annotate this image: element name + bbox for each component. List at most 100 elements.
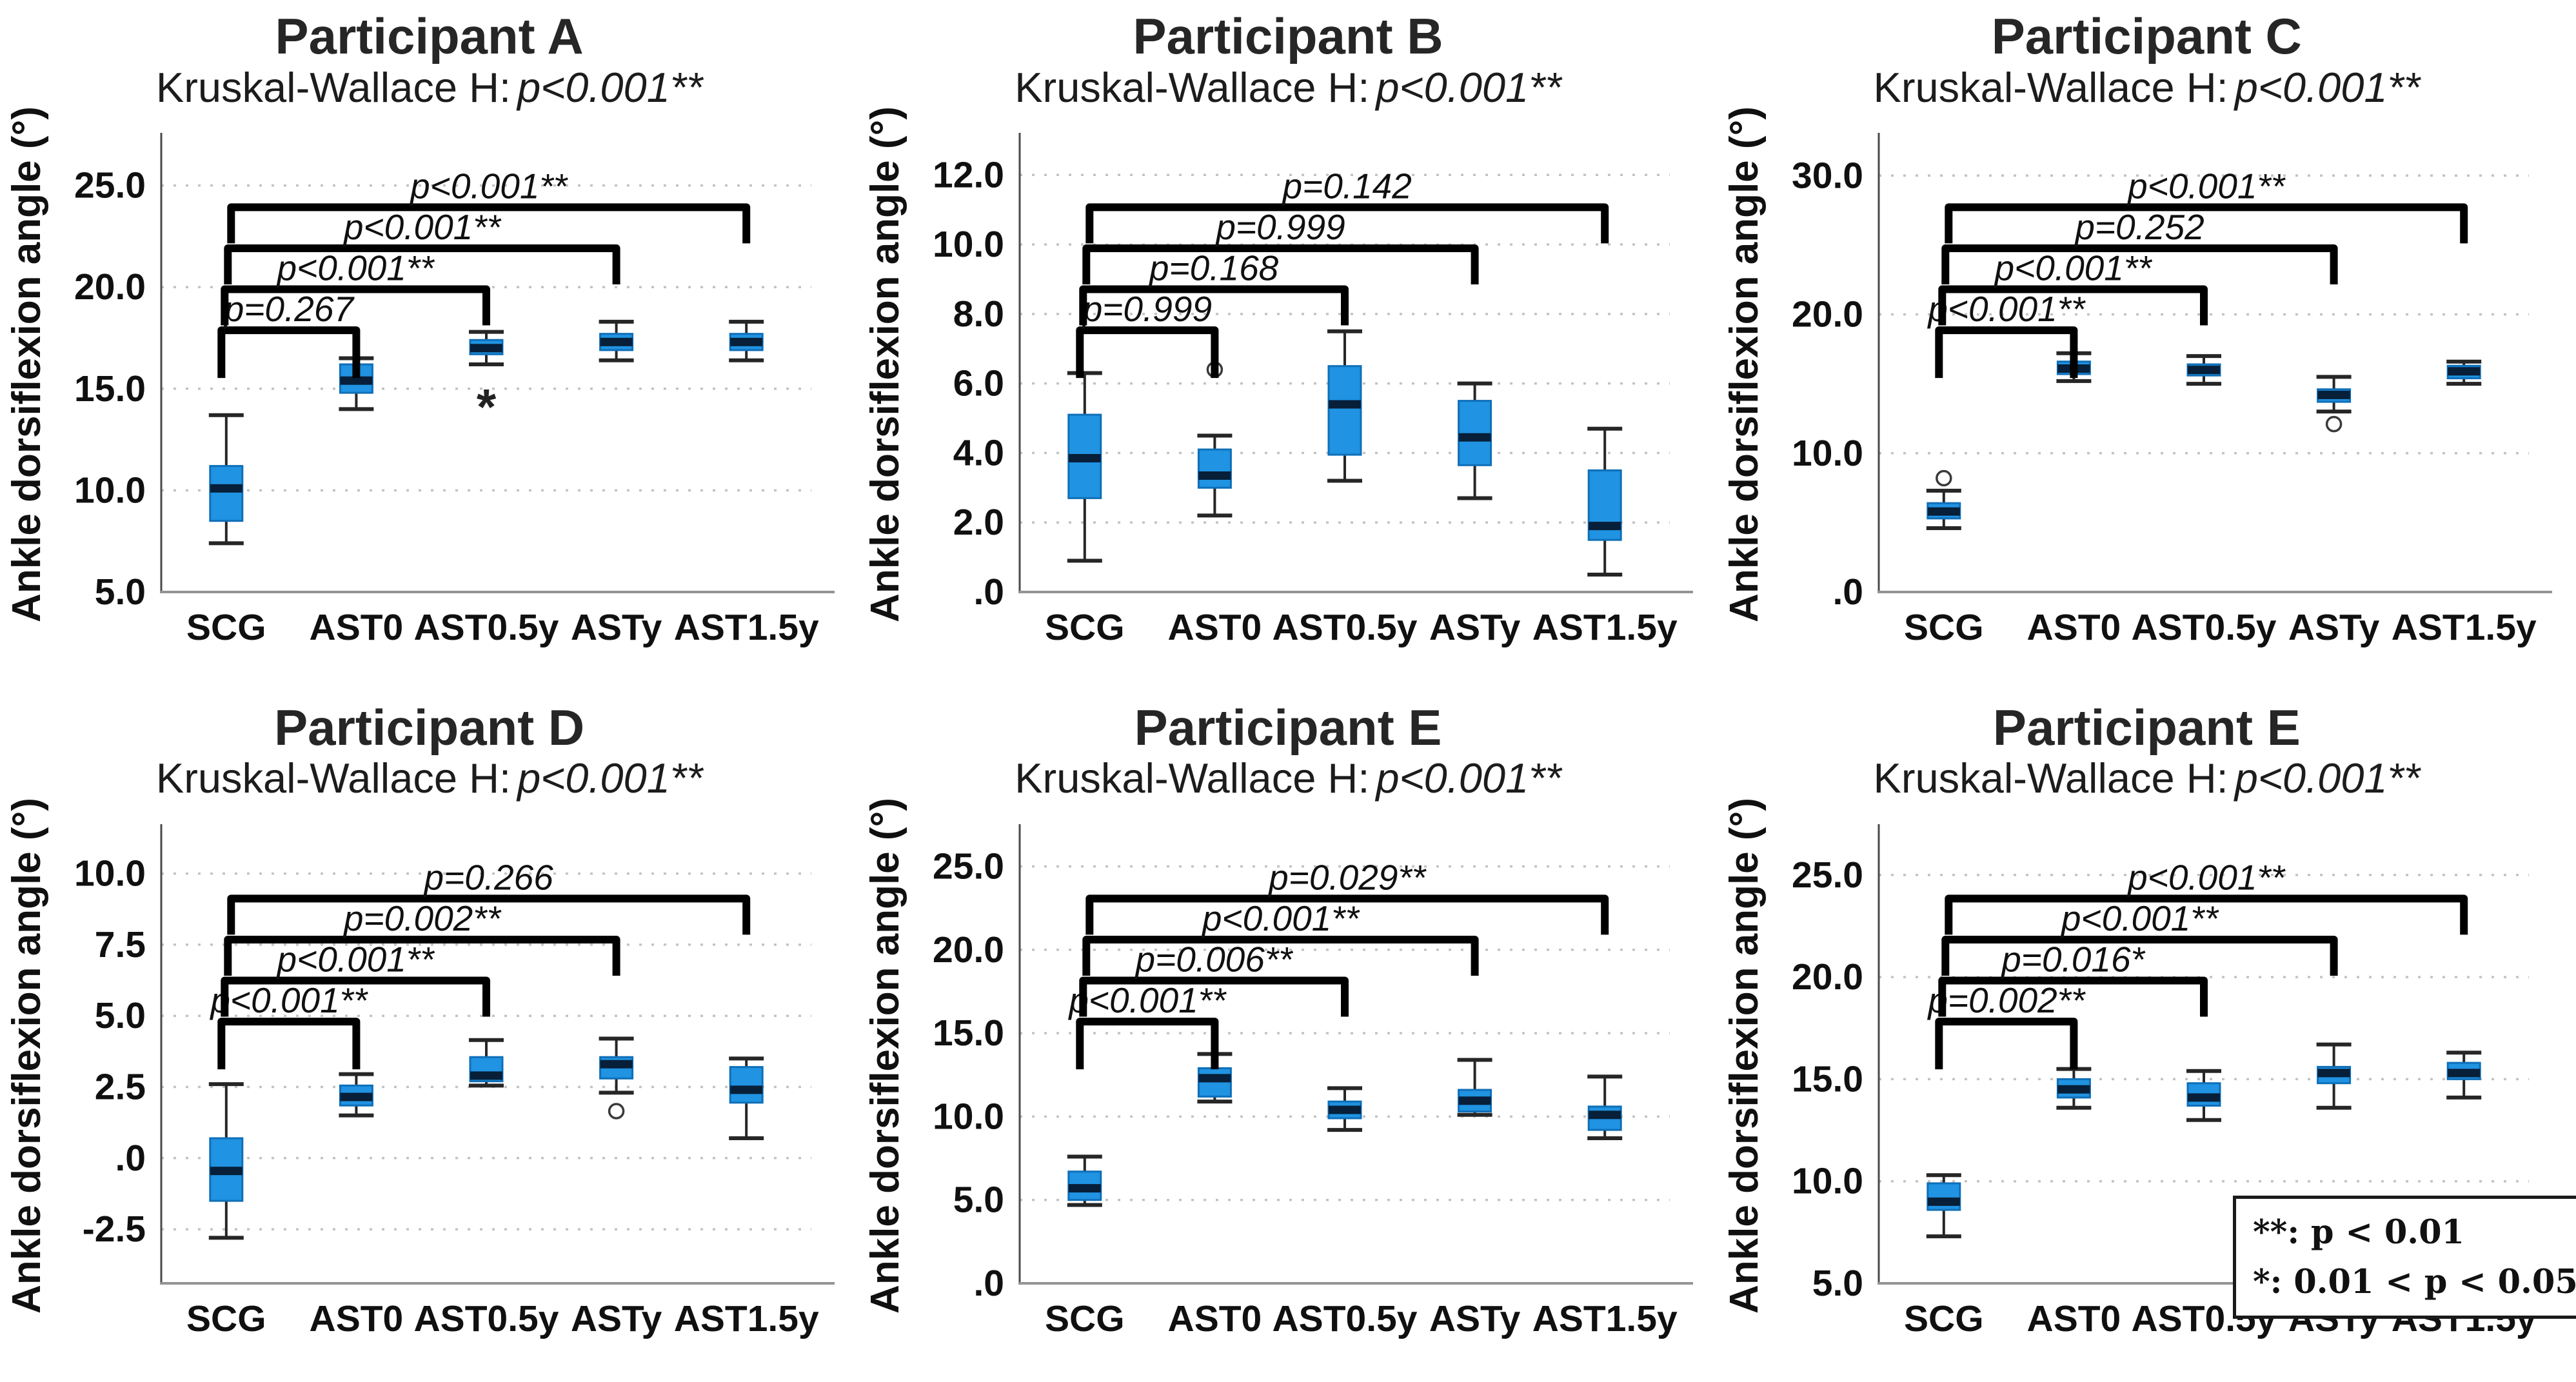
iqr-box <box>209 465 244 522</box>
median-line <box>600 1060 633 1069</box>
y-tick-label: 20.0 <box>74 266 146 308</box>
kruskal-label: Kruskal-Wallace H: <box>155 755 511 802</box>
y-axis-title: Ankle dorsiflexion angle (°) <box>863 106 907 622</box>
kruskal-label: Kruskal-Wallace H: <box>1873 755 2228 802</box>
panel-subtitle: Kruskal-Wallace H: p<0.001** <box>0 63 858 111</box>
comparison-bracket <box>1079 976 1349 1017</box>
kruskal-pvalue: p<0.001** <box>2234 63 2421 111</box>
panel-subtitle: Kruskal-Wallace H: p<0.001** <box>858 65 1717 110</box>
iqr-box <box>1327 365 1362 456</box>
median-line <box>2447 367 2480 376</box>
x-tick-label: AST0.5y <box>414 607 559 648</box>
comparison-p-label: p<0.001** <box>1068 980 1227 1020</box>
y-tick-label: 6.0 <box>953 363 1004 404</box>
kruskal-label: Kruskal-Wallace H: <box>1873 63 2228 111</box>
kruskal-pvalue: p<0.001** <box>1376 755 1561 802</box>
y-tick-label: 25.0 <box>74 165 146 206</box>
x-tick-label: AST0 <box>1168 607 1262 648</box>
comparison-bracket <box>224 244 620 285</box>
boxplot-svg: 5.0 10.0 15.0 20.0 25.0 Ankle dorsiflexion an… <box>1722 798 2552 1339</box>
panel-participant-a: Participant A Kruskal-Wallace H: p<0.001*… <box>0 0 858 691</box>
y-tick-label: 25.0 <box>1792 854 1863 895</box>
median-line <box>340 376 373 385</box>
x-tick-label: AST0 <box>2026 1298 2121 1339</box>
comparison-bracket <box>1934 1017 2078 1069</box>
boxplot-ASTy <box>2316 375 2352 433</box>
comparison-bracket <box>227 894 751 935</box>
boxplot-ASTy <box>599 1036 634 1120</box>
median-line <box>1589 522 1621 531</box>
comparison-bracket <box>1079 285 1349 326</box>
comparison-bracket <box>221 285 490 326</box>
median-line <box>2317 391 2350 400</box>
y-tick-label: 15.0 <box>933 1012 1004 1054</box>
significance-legend: **: p < 0.01 *: 0.01 < p < 0.05 <box>2233 1196 2576 1319</box>
iqr-box <box>1458 400 1492 466</box>
x-tick-label: SCG <box>1045 1298 1125 1339</box>
y-tick-label: 12.0 <box>933 154 1004 195</box>
comparison-bracket <box>1937 976 2208 1017</box>
boxplot-AST0.5y <box>1327 1086 1363 1132</box>
boxplot-AST0 <box>2056 1067 2092 1110</box>
comparison-bracket <box>1941 935 2338 976</box>
boxplot-svg: .0 5.0 10.0 15.0 20.0 25.0 Ankle dorsiflexion … <box>863 798 1694 1339</box>
panel-participant-b: Participant B Kruskal-Wallace H: p<0.001*… <box>858 0 1717 691</box>
boxplot-AST0.5y <box>1327 329 1363 483</box>
y-tick-label: .0 <box>974 571 1005 613</box>
comparison-bracket <box>227 203 751 244</box>
y-tick-label: 25.0 <box>933 845 1004 887</box>
comparison-bracket <box>224 935 620 976</box>
median-line <box>1589 1110 1621 1119</box>
median-line <box>2187 1093 2220 1102</box>
boxplot-SCG <box>1067 1154 1103 1207</box>
x-tick-label: ASTy <box>1429 1298 1521 1339</box>
panel-title: Participant E <box>1134 698 1442 756</box>
outlier-circle <box>608 1102 625 1120</box>
comparison-p-label: p=0.267 <box>223 289 355 329</box>
comparison-p-label: p=0.002** <box>1927 980 2086 1020</box>
panel-subtitle: Kruskal-Wallace H: p<0.001** <box>858 756 1717 800</box>
comparison-bracket <box>1934 326 2078 379</box>
kruskal-pvalue: p<0.001** <box>517 63 703 111</box>
median-line <box>1198 1074 1231 1083</box>
y-tick-label: 10.0 <box>74 470 146 511</box>
panel-participant-d: Participant D Kruskal-Wallace H: p<0.001*… <box>0 691 858 1382</box>
outlier-star: * <box>477 379 497 435</box>
x-tick-label: SCG <box>186 607 266 648</box>
median-line <box>1329 400 1362 409</box>
median-line <box>730 1085 763 1094</box>
comparison-bracket <box>1944 894 2468 935</box>
x-tick-label: AST1.5y <box>1532 607 1678 648</box>
boxplot-AST1.5y <box>729 1056 764 1140</box>
panel-subtitle: Kruskal-Wallace H: p<0.001** <box>0 756 858 800</box>
y-tick-label: 10.0 <box>74 853 146 894</box>
median-line <box>1069 454 1102 463</box>
comparison-p-label: p=0.168 <box>1148 248 1279 288</box>
kruskal-label: Kruskal-Wallace H: <box>155 63 511 111</box>
x-tick-label: SCG <box>1904 1298 1984 1339</box>
y-axis-title: Ankle dorsiflexion angle (°) <box>1722 798 1767 1314</box>
boxplot-ASTy <box>1457 1058 1492 1117</box>
y-tick-label: 15.0 <box>74 368 146 410</box>
median-line <box>1458 1096 1491 1105</box>
comparison-bracket <box>1076 1017 1219 1069</box>
comparison-p-label: p=0.016* <box>2000 939 2145 979</box>
iqr-box <box>1198 448 1233 489</box>
boxplot-AST0.5y <box>2186 1069 2221 1122</box>
y-tick-label: 2.5 <box>95 1066 146 1107</box>
comparison-p-label: p=0.142 <box>1282 166 1412 206</box>
boxplot-SCG <box>208 413 244 546</box>
comparison-bracket <box>221 976 490 1017</box>
comparison-bracket <box>1082 244 1479 285</box>
x-tick-label: AST0.5y <box>1273 1298 1418 1339</box>
comparison-bracket <box>1937 285 2208 326</box>
x-tick-label: AST0.5y <box>1273 607 1418 648</box>
y-tick-label: .0 <box>974 1263 1005 1304</box>
comparison-p-label: p<0.001** <box>1201 898 1360 938</box>
y-tick-label: 10.0 <box>933 1096 1004 1137</box>
y-tick-label: 5.0 <box>1812 1263 1863 1304</box>
boxplot-SCG <box>1926 1172 1961 1238</box>
median-line <box>210 1166 243 1175</box>
boxplot-ASTy <box>2316 1042 2352 1110</box>
